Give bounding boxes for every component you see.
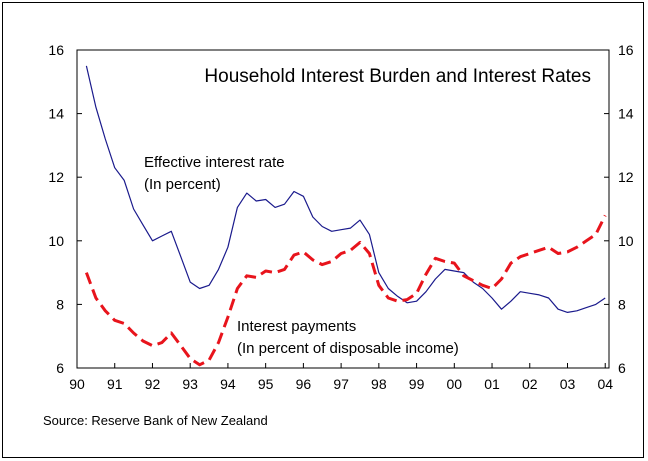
chart-title: Household Interest Burden and Interest R… bbox=[204, 66, 591, 87]
x-tick-label: 94 bbox=[220, 376, 236, 392]
axes: 6 8 10 12 14 16 6 8 10 12 14 16 90 91 92 93 94 95 96 97 98 99… bbox=[48, 42, 633, 392]
line-chart: 6 8 10 12 14 16 6 8 10 12 14 16 90 91 92 93 94 95 96 97 98 99… bbox=[43, 42, 634, 428]
effective-interest-rate-line bbox=[85, 65, 606, 313]
x-tick-label: 99 bbox=[409, 376, 425, 392]
effective-rate-annotation-line2: (In percent) bbox=[144, 176, 221, 193]
y-tick-label-left: 8 bbox=[56, 296, 64, 312]
x-tick-label: 98 bbox=[371, 376, 387, 392]
y-tick-label-left: 10 bbox=[48, 233, 64, 249]
x-tick-label: 90 bbox=[69, 376, 85, 392]
x-tick-label: 04 bbox=[597, 376, 613, 392]
chart-frame: 6 8 10 12 14 16 6 8 10 12 14 16 90 91 92 93 94 95 96 97 98 99… bbox=[2, 2, 644, 458]
x-tick-label: 02 bbox=[522, 376, 538, 392]
y-tick-label-right: 12 bbox=[618, 169, 634, 185]
x-tick-label: 01 bbox=[484, 376, 500, 392]
x-tick-label: 91 bbox=[107, 376, 123, 392]
y-tick-label-right: 8 bbox=[618, 296, 626, 312]
y-tick-label-left: 16 bbox=[48, 42, 64, 58]
y-tick-label-right: 6 bbox=[618, 360, 626, 376]
x-tick-label: 93 bbox=[182, 376, 198, 392]
interest-payments-line bbox=[84, 214, 607, 367]
interest-payments-annotation-line1: Interest payments bbox=[237, 318, 356, 335]
x-tick-label: 96 bbox=[296, 376, 312, 392]
x-tick-label: 92 bbox=[145, 376, 161, 392]
x-tick-label: 97 bbox=[333, 376, 349, 392]
x-tick-label: 03 bbox=[560, 376, 576, 392]
series-layer bbox=[84, 65, 607, 367]
text-layer: Household Interest Burden and Interest R… bbox=[43, 66, 591, 428]
y-tick-label-left: 12 bbox=[48, 169, 64, 185]
x-tick-label: 00 bbox=[447, 376, 463, 392]
y-tick-label-right: 10 bbox=[618, 233, 634, 249]
interest-payments-annotation-line2: (In percent of disposable income) bbox=[237, 340, 459, 357]
y-tick-label-left: 14 bbox=[48, 106, 64, 122]
y-tick-label-right: 14 bbox=[618, 106, 634, 122]
plot-area-border bbox=[76, 49, 610, 369]
y-tick-label-right: 16 bbox=[618, 42, 634, 58]
effective-rate-annotation-line1: Effective interest rate bbox=[144, 154, 285, 171]
y-tick-label-left: 6 bbox=[56, 360, 64, 376]
x-tick-label: 95 bbox=[258, 376, 274, 392]
source-note: Source: Reserve Bank of New Zealand bbox=[43, 413, 268, 428]
